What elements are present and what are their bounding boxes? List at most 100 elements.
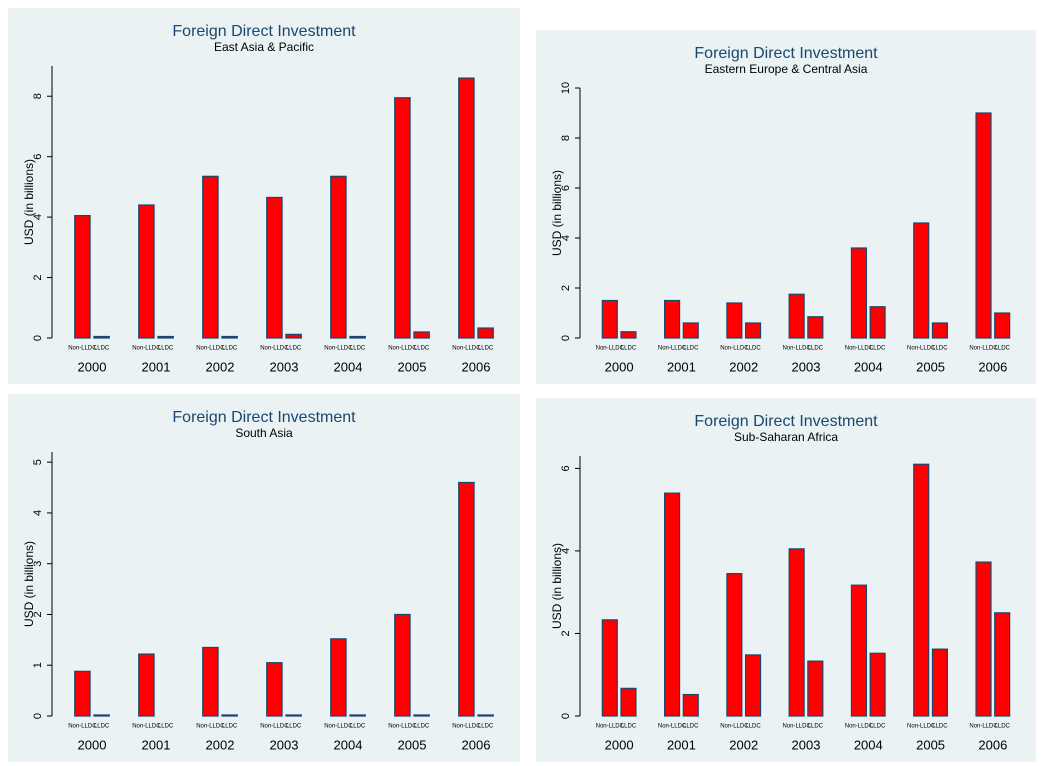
x-tick-label: 2001: [142, 359, 171, 374]
bar: [664, 299, 681, 339]
y-axis-title: USD (in billions): [22, 159, 36, 245]
bar-group-label: Non-LLDC: [596, 346, 625, 352]
bar-group-label: LLDC: [414, 346, 430, 352]
y-tick-label: 4: [560, 548, 572, 554]
bar-group-label: LLDC: [158, 346, 174, 352]
panel-background: [536, 30, 1036, 384]
bar-group-label: Non-LLDC: [658, 346, 687, 352]
y-tick-label: 2: [32, 611, 44, 617]
x-tick-label: 2006: [978, 359, 1007, 374]
y-tick-label: 2: [560, 285, 572, 291]
bar-group-label: Non-LLDC: [132, 346, 161, 352]
bar-group-label: Non-LLDC: [388, 724, 417, 730]
bar-group-label: Non-LLDC: [452, 724, 481, 730]
chart-subtitle: Eastern Europe & Central Asia: [705, 62, 868, 76]
bar-group-label: Non-LLDC: [132, 724, 161, 730]
x-tick-label: 2000: [605, 737, 634, 752]
bar-group-label: Non-LLDC: [196, 346, 225, 352]
x-tick-label: 2004: [334, 737, 363, 752]
bar: [913, 463, 930, 717]
x-tick-label: 2004: [854, 359, 883, 374]
bar-group-label: LLDC: [158, 724, 174, 730]
bar-group-label: LLDC: [683, 346, 699, 352]
bar: [93, 335, 110, 339]
bar: [726, 573, 743, 717]
bar: [221, 714, 238, 717]
bar: [850, 247, 868, 339]
y-tick-label: 2: [560, 630, 572, 636]
x-tick-label: 2005: [398, 359, 427, 374]
x-tick-label: 2006: [462, 359, 491, 374]
bar: [266, 196, 283, 339]
bar-group-label: LLDC: [286, 346, 302, 352]
bar-group-label: Non-LLDC: [969, 346, 998, 352]
bar-group-label: LLDC: [286, 724, 302, 730]
bar-group-label: Non-LLDC: [782, 724, 811, 730]
bar: [330, 175, 347, 339]
bar: [74, 215, 91, 339]
bar-group-label: Non-LLDC: [452, 346, 481, 352]
bar-group-label: LLDC: [94, 346, 110, 352]
bar-group-label: LLDC: [350, 346, 366, 352]
bar-group-label: Non-LLDC: [658, 724, 687, 730]
y-tick-label: 5: [32, 459, 44, 465]
bar: [744, 654, 762, 717]
bar: [394, 613, 411, 717]
bar: [788, 548, 805, 717]
bar-group-label: Non-LLDC: [68, 724, 97, 730]
bar-group-label: LLDC: [808, 346, 824, 352]
bar-group-label: LLDC: [94, 724, 110, 730]
bar-group-label: LLDC: [870, 724, 886, 730]
y-tick-label: 8: [560, 135, 572, 141]
bar: [349, 714, 366, 717]
x-tick-label: 2004: [334, 359, 363, 374]
panel-background: [8, 394, 520, 762]
chart-title: Foreign Direct Investment: [172, 409, 356, 426]
bar-group-label: Non-LLDC: [260, 346, 289, 352]
y-axis-title: USD (in billions): [550, 543, 564, 629]
bar: [931, 322, 948, 339]
y-tick-label: 4: [32, 214, 44, 220]
bar: [744, 322, 762, 339]
bar-group-label: Non-LLDC: [68, 346, 97, 352]
bar-group-label: LLDC: [683, 724, 699, 730]
chart-title: Foreign Direct Investment: [694, 45, 878, 62]
bar: [330, 638, 347, 717]
bar: [202, 646, 219, 717]
bar: [349, 335, 366, 339]
x-tick-label: 2006: [978, 737, 1007, 752]
bar: [850, 584, 868, 717]
y-tick-label: 3: [32, 561, 44, 567]
x-tick-label: 2001: [142, 737, 171, 752]
y-tick-label: 0: [560, 335, 572, 341]
y-axis-title: USD (in billions): [550, 170, 564, 256]
bar: [601, 619, 618, 717]
y-axis-title: USD (in billions): [22, 541, 36, 627]
y-tick-label: 0: [32, 335, 44, 341]
bar: [807, 316, 824, 339]
x-tick-label: 2006: [462, 737, 491, 752]
bar: [157, 335, 174, 339]
bar-group-label: Non-LLDC: [720, 724, 749, 730]
bar-group-label: LLDC: [621, 346, 637, 352]
x-tick-label: 2005: [398, 737, 427, 752]
bar-group-label: LLDC: [745, 346, 761, 352]
bar-group-label: Non-LLDC: [596, 724, 625, 730]
chart-subtitle: East Asia & Pacific: [214, 40, 314, 54]
chart-title: Foreign Direct Investment: [172, 23, 356, 40]
bar-group-label: Non-LLDC: [720, 346, 749, 352]
y-tick-label: 4: [560, 235, 572, 241]
chart-subtitle: South Asia: [235, 426, 293, 440]
chart-subtitle: Sub-Saharan Africa: [734, 430, 838, 444]
x-tick-label: 2002: [729, 359, 758, 374]
y-tick-label: 6: [560, 185, 572, 191]
bar-group-label: Non-LLDC: [845, 724, 874, 730]
bar: [477, 327, 494, 339]
bar-group-label: LLDC: [478, 724, 494, 730]
y-tick-label: 10: [560, 82, 572, 94]
x-tick-label: 2000: [605, 359, 634, 374]
x-tick-label: 2003: [792, 737, 821, 752]
bar-group-label: Non-LLDC: [969, 724, 998, 730]
